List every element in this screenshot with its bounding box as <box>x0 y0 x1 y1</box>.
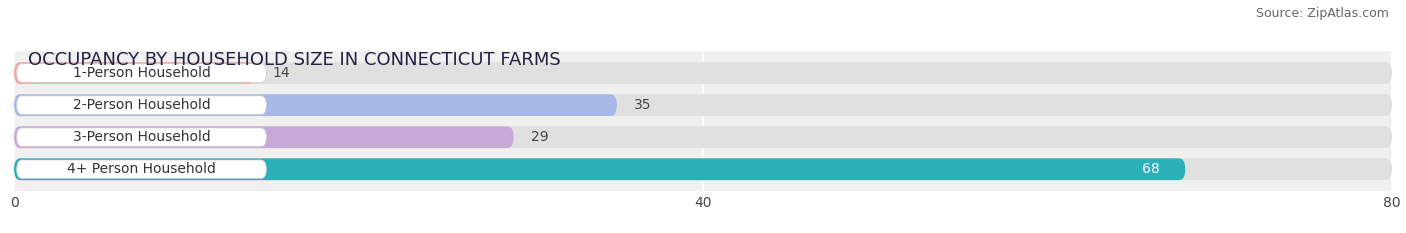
Text: 1-Person Household: 1-Person Household <box>73 66 211 80</box>
FancyBboxPatch shape <box>14 62 256 84</box>
FancyBboxPatch shape <box>14 62 1392 84</box>
Text: 35: 35 <box>634 98 651 112</box>
Text: 29: 29 <box>531 130 548 144</box>
Text: 2-Person Household: 2-Person Household <box>73 98 211 112</box>
FancyBboxPatch shape <box>17 64 266 82</box>
FancyBboxPatch shape <box>17 128 266 147</box>
FancyBboxPatch shape <box>17 160 266 178</box>
FancyBboxPatch shape <box>14 94 617 116</box>
FancyBboxPatch shape <box>14 158 1185 180</box>
FancyBboxPatch shape <box>14 94 1392 116</box>
Text: 14: 14 <box>273 66 290 80</box>
FancyBboxPatch shape <box>14 126 513 148</box>
Text: 68: 68 <box>1142 162 1160 176</box>
FancyBboxPatch shape <box>14 158 1392 180</box>
Text: OCCUPANCY BY HOUSEHOLD SIZE IN CONNECTICUT FARMS: OCCUPANCY BY HOUSEHOLD SIZE IN CONNECTIC… <box>28 51 561 69</box>
FancyBboxPatch shape <box>17 96 266 114</box>
Text: 3-Person Household: 3-Person Household <box>73 130 211 144</box>
Text: 4+ Person Household: 4+ Person Household <box>67 162 217 176</box>
Text: Source: ZipAtlas.com: Source: ZipAtlas.com <box>1256 7 1389 20</box>
FancyBboxPatch shape <box>14 126 1392 148</box>
